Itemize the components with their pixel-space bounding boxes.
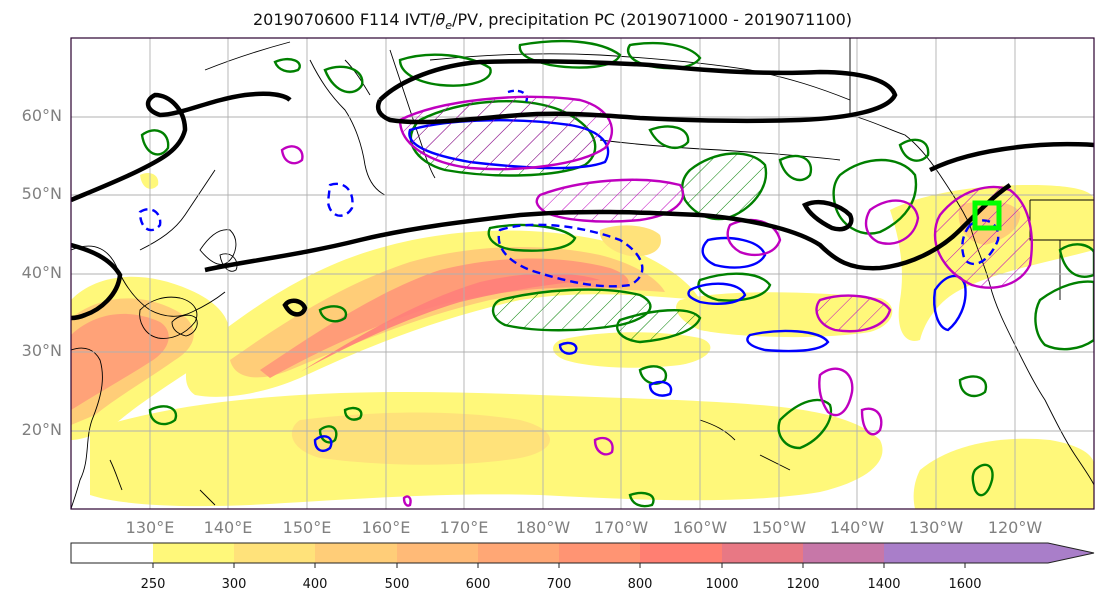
lat-label-50n: 50°N [21, 184, 62, 203]
colorbar-tick: 1600 [948, 577, 982, 592]
lon-label-130w: 130°W [908, 518, 964, 537]
map-frame [70, 37, 1095, 510]
colorbar [70, 542, 1095, 568]
colorbar-tick: 700 [546, 577, 572, 592]
colorbar-tick: 1000 [705, 577, 739, 592]
lon-label-170w: 170°W [593, 518, 649, 537]
lon-label-140w: 140°W [829, 518, 885, 537]
colorbar-tick: 400 [302, 577, 328, 592]
colorbar-tick: 600 [465, 577, 491, 592]
lat-label-30n: 30°N [21, 341, 62, 360]
lon-label-160w: 160°W [672, 518, 728, 537]
colorbar-tick: 500 [384, 577, 410, 592]
target-region-box [972, 200, 1002, 231]
coastlines [71, 38, 1094, 509]
map-title: 2019070600 F114 IVT/θe/PV, precipitation… [252, 10, 853, 33]
lon-label-140e: 140°E [203, 518, 253, 537]
theta-subscript: e [445, 19, 453, 33]
pv-contours [71, 58, 1094, 321]
colorbar-tick: 1200 [786, 577, 820, 592]
lon-label-170e: 170°E [439, 518, 489, 537]
lon-label-150w: 150°W [751, 518, 807, 537]
theta-symbol: θ [435, 10, 446, 29]
lon-label-120w: 120°W [987, 518, 1043, 537]
colorbar-tick: 1400 [867, 577, 901, 592]
colorbar-tick: 800 [627, 577, 653, 592]
lat-label-20n: 20°N [21, 420, 62, 439]
lat-label-60n: 60°N [21, 106, 62, 125]
lon-label-150e: 150°E [282, 518, 332, 537]
lon-label-130e: 130°E [125, 518, 175, 537]
colorbar-tick: 300 [221, 577, 247, 592]
lat-label-40n: 40°N [21, 263, 62, 282]
lon-label-180w: 180°W [515, 518, 571, 537]
lon-label-160e: 160°E [361, 518, 411, 537]
colorbar-tick: 250 [140, 577, 166, 592]
